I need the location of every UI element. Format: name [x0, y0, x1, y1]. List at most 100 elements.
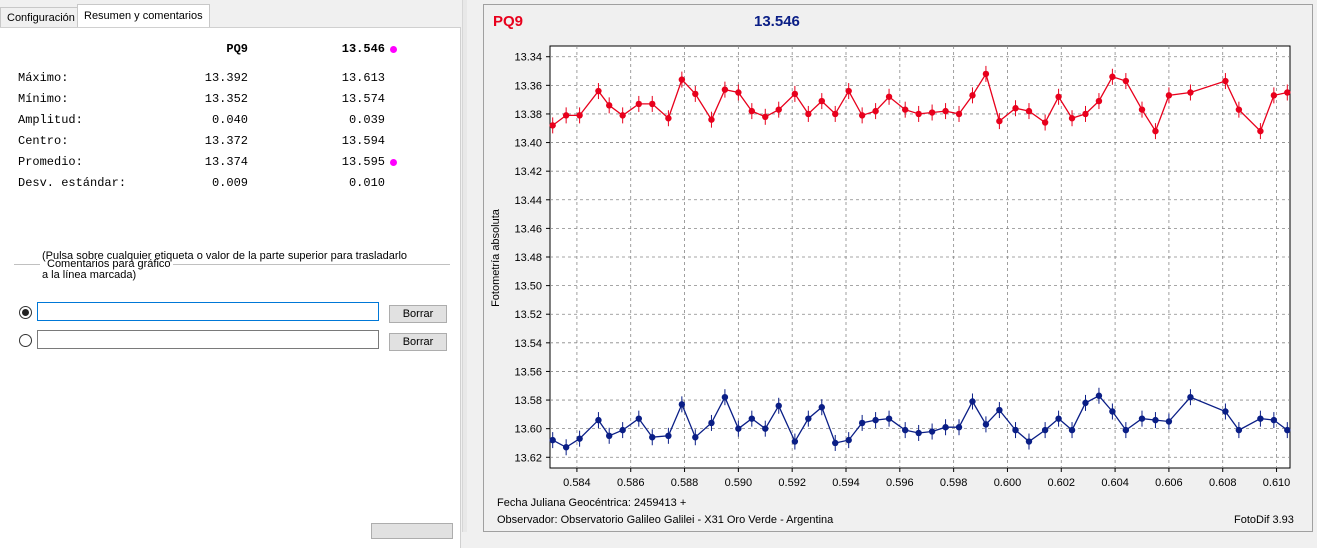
data-point [735, 425, 742, 432]
data-point [996, 406, 1003, 414]
data-point [902, 106, 909, 113]
stat-value-min-1[interactable]: 13.352 [204, 92, 248, 106]
highlight-dot [390, 46, 397, 53]
summary-panel: PQ9 13.546 Máximo: 13.392 13.613 Mínimo:… [0, 27, 461, 548]
col1-header[interactable]: PQ9 [226, 42, 248, 56]
data-point [619, 112, 626, 119]
y-tick-label: 13.44 [514, 195, 542, 207]
data-point [692, 434, 699, 441]
stat-value-average-1[interactable]: 13.374 [204, 155, 248, 169]
data-point [858, 419, 866, 427]
data-point [1095, 392, 1103, 399]
stat-value-average-2[interactable]: 13.595 [341, 155, 385, 169]
tab-configuracion[interactable]: Configuración [0, 7, 82, 28]
data-point [1187, 89, 1194, 96]
data-point [1055, 93, 1062, 100]
x-tick-label: 0.606 [1155, 477, 1183, 489]
data-point [606, 102, 613, 109]
clear-line2-button[interactable]: Borrar [389, 333, 447, 351]
data-point [665, 432, 672, 440]
x-axis-label: Fecha Juliana Geocéntrica: 2459413 + [497, 497, 687, 509]
stat-label-max[interactable]: Máximo: [18, 71, 69, 85]
stat-label-average[interactable]: Promedio: [18, 155, 83, 169]
y-tick-label: 13.36 [514, 80, 542, 92]
x-tick-label: 0.596 [886, 477, 914, 489]
y-tick-label: 13.54 [514, 338, 542, 350]
comment-line2-radio[interactable] [19, 334, 32, 347]
data-point [805, 415, 812, 422]
bottom-button[interactable] [371, 523, 453, 539]
stat-label-center[interactable]: Centro: [18, 134, 69, 148]
x-tick-label: 0.608 [1209, 477, 1237, 489]
light-curve-chart: 13.34 13.36 13.38 13.40 13.42 13.44 13.46 13.48… [514, 45, 1291, 489]
tab-resumen-comentarios[interactable]: Resumen y comentarios [77, 4, 210, 27]
stat-value-min-2[interactable]: 13.574 [341, 92, 385, 106]
stat-value-max-2[interactable]: 13.613 [341, 71, 385, 85]
software-version: FotoDif 3.93 [1234, 514, 1294, 526]
data-point [1138, 106, 1146, 113]
data-point [619, 426, 626, 434]
stat-value-center-2[interactable]: 13.594 [341, 134, 385, 148]
x-tick-label: 0.586 [617, 477, 645, 489]
data-point [721, 393, 729, 401]
data-point [832, 439, 839, 447]
stat-label-amplitude[interactable]: Amplitud: [18, 113, 83, 127]
data-point [762, 425, 769, 432]
stat-value-max-1[interactable]: 13.392 [204, 71, 248, 85]
section-divider [172, 264, 450, 265]
data-point [775, 402, 782, 409]
col2-header[interactable]: 13.546 [341, 42, 385, 56]
stat-value-amplitude-1[interactable]: 0.040 [211, 113, 248, 127]
data-point [708, 116, 715, 123]
data-point [1257, 415, 1264, 422]
data-point [1068, 426, 1076, 434]
stat-value-amplitude-2[interactable]: 0.039 [348, 113, 385, 127]
data-point [928, 428, 936, 435]
data-point [649, 100, 656, 108]
data-point [635, 415, 642, 422]
data-point [818, 404, 825, 411]
left-panel: Configuración Resumen y comentarios PQ9 … [0, 0, 462, 548]
comments-hint-line2: a la línea marcada) [42, 269, 137, 281]
data-point [845, 87, 852, 95]
data-point [1025, 107, 1033, 115]
data-point [549, 122, 556, 129]
stat-label-stddev[interactable]: Desv. estándar: [18, 176, 127, 190]
data-point [969, 92, 976, 99]
data-point [1109, 408, 1116, 415]
x-tick-label: 0.594 [832, 477, 860, 489]
comment-line2-input[interactable] [37, 330, 379, 349]
data-point [721, 86, 729, 93]
stat-label-min[interactable]: Mínimo: [18, 92, 69, 106]
data-point [955, 424, 963, 431]
stat-value-center-1[interactable]: 13.372 [204, 134, 248, 148]
data-point [805, 110, 812, 118]
comment-line1-radio[interactable] [19, 306, 32, 319]
data-point [1138, 415, 1146, 422]
clear-line1-button[interactable]: Borrar [389, 305, 447, 323]
comment-line1-input[interactable] [37, 302, 379, 321]
y-tick-label: 13.40 [514, 138, 542, 150]
data-point [1055, 415, 1062, 422]
data-point [1284, 89, 1291, 96]
data-point [595, 87, 602, 95]
data-point [678, 401, 686, 408]
data-point [1012, 105, 1019, 112]
data-point [1012, 426, 1019, 434]
data-point [858, 112, 866, 119]
stat-value-stddev-1[interactable]: 0.009 [211, 176, 248, 190]
x-tick-label: 0.584 [563, 477, 591, 489]
data-point [692, 90, 699, 98]
data-point [982, 421, 990, 428]
data-point [649, 434, 656, 441]
data-point [1284, 426, 1291, 434]
x-tick-label: 0.588 [671, 477, 699, 489]
y-tick-label: 13.34 [514, 52, 542, 64]
data-point [845, 436, 852, 444]
stat-value-stddev-2[interactable]: 0.010 [348, 176, 385, 190]
data-point [915, 110, 922, 118]
y-tick-label: 13.58 [514, 395, 542, 407]
x-tick-label: 0.604 [1101, 477, 1129, 489]
chart-panel: PQ9 13.546 13.34 13.36 13.38 13.40 13.42 13.4… [467, 0, 1317, 532]
data-point [955, 110, 963, 118]
